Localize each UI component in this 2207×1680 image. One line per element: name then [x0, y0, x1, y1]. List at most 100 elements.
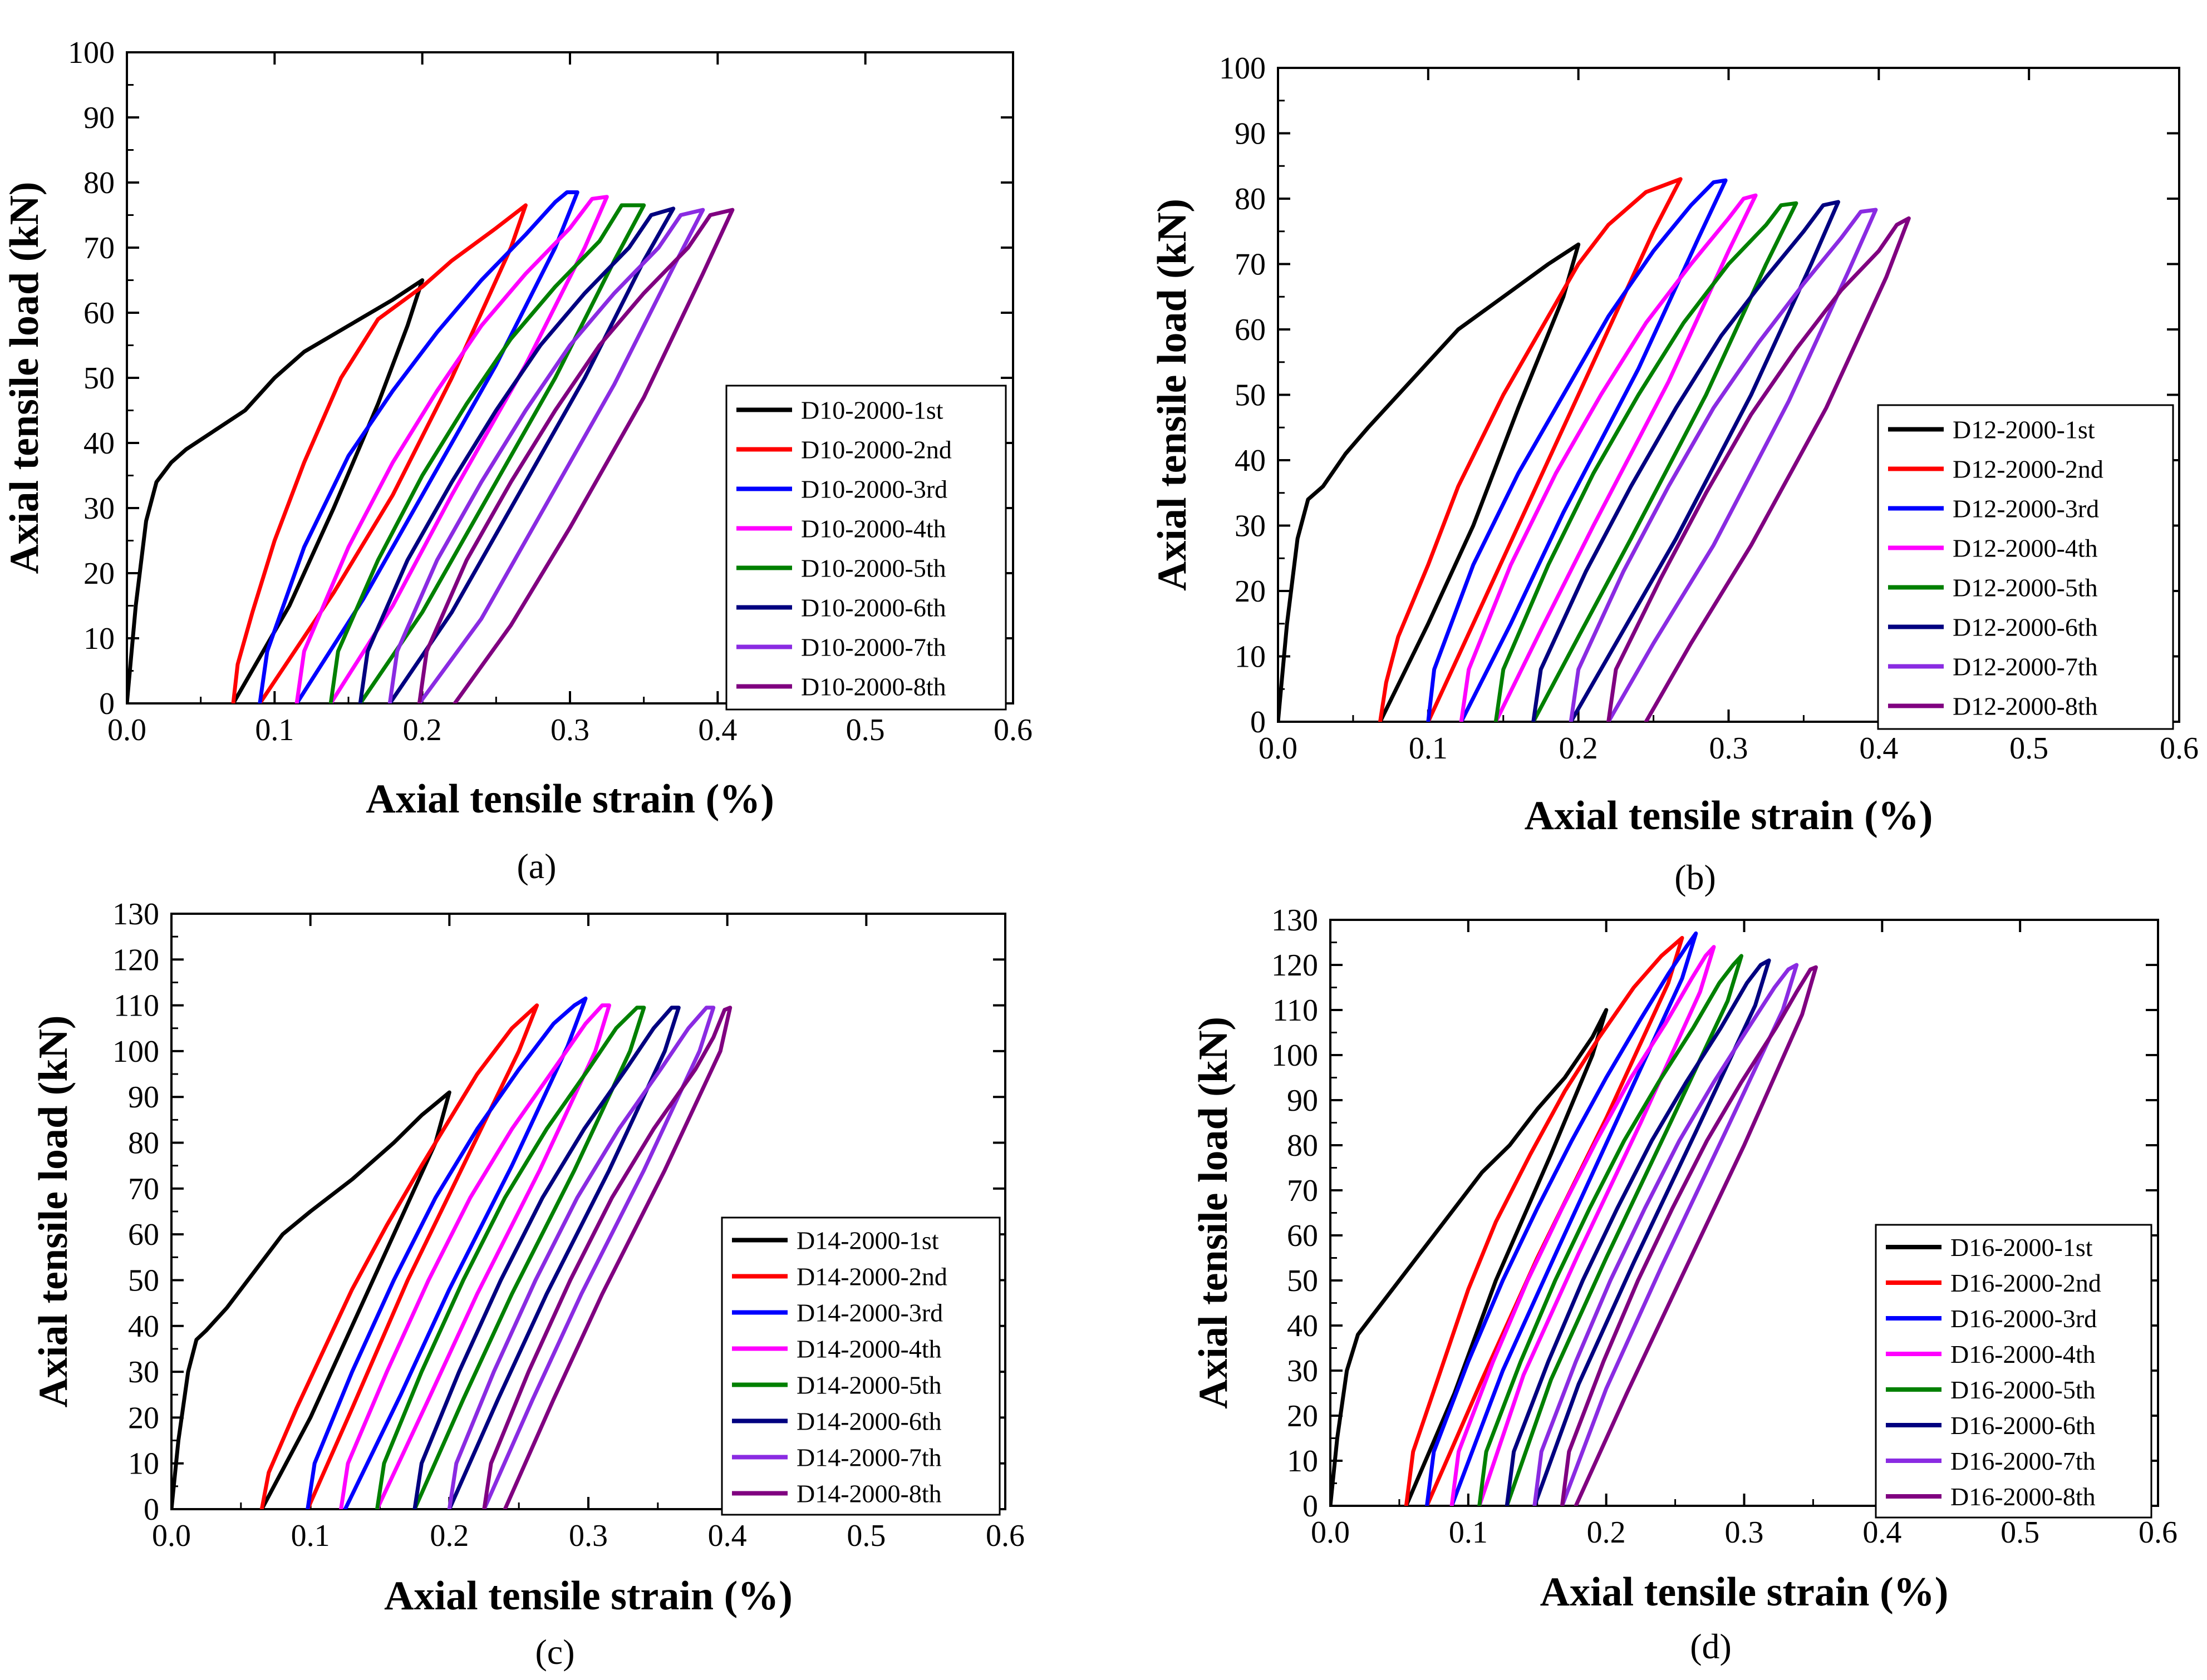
y-tick-label: 100	[112, 1034, 159, 1069]
x-tick-label: 0.2	[430, 1519, 469, 1553]
y-tick-label: 20	[1287, 1399, 1318, 1433]
legend-label: D10-2000-2nd	[801, 436, 952, 464]
y-tick-label: 20	[128, 1401, 159, 1435]
y-axis-title: Axial tensile load (kN)	[1191, 1017, 1236, 1409]
legend-label: D12-2000-7th	[1953, 653, 2098, 681]
x-tick-label: 0.4	[708, 1519, 747, 1553]
chart-panel-2: 0.0 0.1 0.2 0.3 0.4 0.5 0.6 0 10 20 30 40 50 60 70 80 90…	[1149, 51, 2199, 897]
legend-label: D16-2000-8th	[1950, 1482, 2096, 1511]
series-line-D12-2000-2nd	[1378, 177, 1683, 722]
y-tick-label: 100	[1219, 51, 1266, 86]
legend-label: D14-2000-4th	[797, 1335, 942, 1363]
series-line-D14-2000-4th	[339, 1003, 611, 1509]
legend-label: D12-2000-1st	[1953, 416, 2095, 444]
legend-label: D16-2000-4th	[1950, 1340, 2096, 1368]
series-line-D10-2000-2nd	[231, 203, 528, 703]
y-axis-title: Axial tensile load (kN)	[1149, 199, 1195, 591]
series-line-D12-2000-5th	[1493, 201, 1798, 722]
x-tick-label: 0.1	[1409, 731, 1448, 766]
y-tick-label: 40	[128, 1309, 159, 1344]
y-tick-label: 50	[1235, 378, 1266, 413]
y-tick-label: 40	[83, 426, 115, 461]
x-tick-label: 0.5	[2000, 1515, 2039, 1550]
y-tick-label: 80	[1235, 182, 1266, 216]
legend-label: D14-2000-1st	[797, 1226, 939, 1255]
x-axis-title: Axial tensile strain (%)	[1525, 793, 1933, 839]
legend-label: D10-2000-4th	[801, 515, 946, 543]
panel-label: (b)	[1674, 858, 1716, 897]
series-line-D16-2000-6th	[1505, 958, 1771, 1506]
legend-label: D12-2000-4th	[1953, 534, 2098, 563]
chart-panel-4: 0.0 0.1 0.2 0.3 0.4 0.5 0.6 0 10 20 30 40 50 60 70 80 90…	[1191, 903, 2177, 1666]
legend-label: D14-2000-2nd	[797, 1263, 947, 1291]
x-tick-label: 0.2	[1587, 1515, 1626, 1550]
series-line-D14-2000-3rd	[306, 996, 588, 1509]
series-line-D12-2000-3rd	[1426, 178, 1728, 722]
panel-label: (a)	[517, 846, 556, 886]
x-tick-label: 0.3	[569, 1519, 608, 1553]
series-line-D14-2000-5th	[375, 1006, 646, 1509]
legend-label: D12-2000-5th	[1953, 574, 2098, 602]
y-tick-label: 20	[83, 556, 115, 591]
x-tick-label: 0.5	[846, 713, 885, 747]
x-tick-label: 0.0	[107, 713, 146, 747]
series-line-D10-2000-5th	[328, 203, 646, 703]
y-tick-label: 0	[1302, 1489, 1318, 1524]
x-tick-label: 0.5	[2009, 731, 2048, 766]
chart-panel-3: 0.0 0.1 0.2 0.3 0.4 0.5 0.6 0 10 20 30 40 50 60 70 80 90…	[31, 897, 1025, 1672]
y-tick-label: 0	[1250, 705, 1266, 740]
x-axis-title: Axial tensile strain (%)	[384, 1573, 793, 1619]
series-line-D10-2000-7th	[387, 208, 705, 703]
y-tick-label: 120	[112, 943, 159, 977]
y-tick-label: 60	[128, 1218, 159, 1252]
x-tick-label: 0.6	[2139, 1515, 2177, 1550]
y-axis-title: Axial tensile load (kN)	[2, 181, 47, 574]
x-tick-label: 0.2	[403, 713, 442, 747]
x-tick-label: 0.1	[1449, 1515, 1488, 1550]
legend-label: D10-2000-7th	[801, 633, 946, 662]
legend-label: D12-2000-2nd	[1953, 455, 2103, 484]
panel-label: (d)	[1690, 1627, 1732, 1666]
legend-label: D10-2000-1st	[801, 396, 943, 425]
x-axis-title: Axial tensile strain (%)	[366, 776, 774, 822]
x-tick-label: 0.0	[152, 1519, 191, 1553]
series-line-D14-2000-2nd	[259, 1003, 539, 1509]
series-line-D10-2000-8th	[417, 208, 735, 703]
x-tick-label: 0.5	[847, 1519, 886, 1553]
y-tick-label: 30	[128, 1355, 159, 1390]
x-tick-label: 0.1	[255, 713, 294, 747]
legend-label: D16-2000-2nd	[1950, 1269, 2101, 1297]
y-tick-label: 60	[83, 296, 115, 331]
y-tick-label: 130	[112, 897, 159, 932]
series-line-D10-2000-4th	[294, 195, 609, 703]
legend-label: D16-2000-6th	[1950, 1411, 2096, 1440]
series-line-D16-2000-3rd	[1425, 931, 1698, 1506]
legend-label: D10-2000-6th	[801, 594, 946, 622]
legend-label: D16-2000-1st	[1950, 1233, 2093, 1262]
y-tick-label: 120	[1271, 948, 1318, 983]
y-tick-label: 70	[1235, 248, 1266, 282]
x-tick-label: 0.2	[1559, 731, 1598, 766]
legend-box	[1875, 1224, 2152, 1519]
series-line-D14-2000-6th	[412, 1006, 681, 1509]
legend-label: D10-2000-3rd	[801, 475, 947, 504]
legend-label: D14-2000-8th	[797, 1480, 942, 1508]
series-line-D12-2000-4th	[1459, 193, 1758, 722]
legend-label: D12-2000-3rd	[1953, 495, 2099, 523]
y-tick-label: 90	[1287, 1083, 1318, 1118]
y-tick-label: 50	[83, 361, 115, 396]
series-line-D16-2000-7th	[1532, 963, 1799, 1506]
y-tick-label: 60	[1287, 1219, 1318, 1253]
y-tick-label: 30	[1235, 509, 1266, 544]
legend-label: D10-2000-8th	[801, 673, 946, 701]
series-line-D16-2000-5th	[1477, 954, 1743, 1506]
y-tick-label: 100	[68, 36, 115, 70]
legend-label: D14-2000-6th	[797, 1407, 942, 1436]
series-line-D14-2000-1st	[171, 1090, 451, 1509]
legend-label: D12-2000-6th	[1953, 613, 2098, 642]
series-line-D10-2000-6th	[358, 206, 676, 703]
y-tick-label: 90	[1235, 117, 1266, 151]
legend-label: D16-2000-7th	[1950, 1447, 2096, 1475]
chart-panel-1: 0.0 0.1 0.2 0.3 0.4 0.5 0.6 0 10 20 30 40 50 60 70 80 90…	[2, 36, 1033, 886]
